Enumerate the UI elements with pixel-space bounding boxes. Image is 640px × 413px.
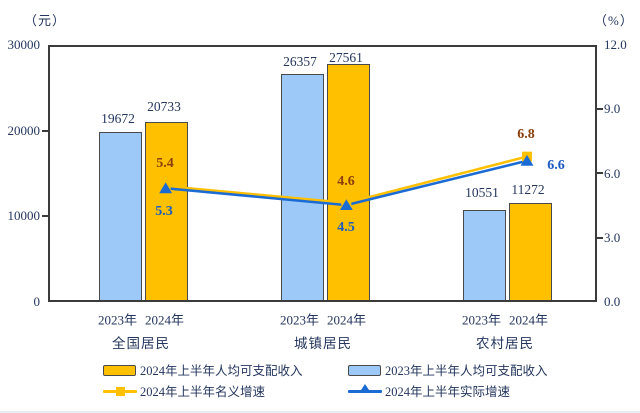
right-axis-unit: （%） — [594, 13, 634, 28]
year-labels-urban: 2023年 2024年 — [276, 310, 370, 329]
left-tick-mark-10000 — [42, 215, 48, 217]
bar-2023-urban — [281, 74, 324, 300]
legend-square-marker-icon — [116, 387, 125, 396]
right-tick-9: 9.0 — [604, 101, 621, 116]
right-tick-6: 6.0 — [604, 166, 621, 181]
left-tick-20000: 20000 — [7, 123, 41, 138]
legend-label-real-growth: 2024年上半年实际增速 — [385, 385, 511, 399]
legend-label-income-2024: 2024年上半年人均可支配收入 — [140, 364, 303, 378]
year-2023-label: 2023年 — [461, 312, 501, 328]
legend-label-income-2023: 2023年上半年人均可支配收入 — [385, 364, 548, 378]
nominal-rate-urban: 4.6 — [337, 174, 355, 189]
category-label-national: 全国居民 — [112, 336, 170, 351]
triangle-marker-national — [159, 182, 173, 194]
value-label-2024-rural: 11272 — [511, 182, 545, 197]
value-label-2023-national: 19672 — [101, 111, 135, 126]
bar-2023-national — [99, 132, 142, 300]
legend-swatch-income-2024 — [103, 365, 136, 376]
year-labels-national: 2023年 2024年 — [94, 310, 188, 329]
category-label-rural: 农村居民 — [476, 336, 534, 351]
right-tick-mark-9 — [597, 108, 603, 110]
year-2024-label: 2024年 — [509, 312, 549, 328]
real-rate-rural: 6.6 — [547, 158, 565, 173]
bar-2024-rural — [509, 203, 552, 300]
right-tick-mark-6 — [597, 172, 603, 174]
bottom-divider — [0, 411, 640, 413]
bar-2023-rural — [463, 210, 506, 300]
right-tick-0: 0.0 — [604, 294, 621, 309]
nominal-rate-rural: 6.8 — [517, 127, 535, 142]
right-tick-3: 3.0 — [604, 230, 621, 245]
left-tick-mark-20000 — [42, 130, 48, 132]
bar-2024-national — [145, 122, 188, 300]
value-label-2024-urban: 27561 — [329, 50, 363, 65]
right-tick-mark-3 — [597, 237, 603, 239]
nominal-rate-national: 5.4 — [156, 156, 174, 171]
left-tick-10000: 10000 — [7, 208, 41, 223]
triangle-marker-urban — [339, 199, 353, 211]
value-label-2023-rural: 10551 — [465, 185, 499, 200]
year-2024-label: 2024年 — [327, 312, 367, 328]
value-label-2023-urban: 26357 — [283, 54, 317, 69]
legend-label-nominal-growth: 2024年上半年名义增速 — [140, 385, 266, 399]
bar-2024-urban — [327, 64, 370, 300]
triangle-marker-rural — [520, 154, 534, 166]
left-tick-0: 0 — [33, 294, 41, 309]
left-tick-30000: 30000 — [7, 37, 41, 52]
value-label-2024-national: 20733 — [147, 99, 181, 114]
real-rate-national: 5.3 — [155, 204, 173, 219]
category-label-urban: 城镇居民 — [294, 336, 352, 351]
year-2023-label: 2023年 — [279, 312, 319, 328]
plot-area — [48, 45, 597, 302]
growth-lines — [159, 151, 534, 211]
year-labels-rural: 2023年 2024年 — [458, 310, 552, 329]
right-tick-12: 12.0 — [604, 37, 627, 52]
legend-triangle-marker-icon — [359, 384, 371, 393]
legend-swatch-income-2023 — [348, 365, 381, 376]
real-rate-urban: 4.5 — [337, 220, 355, 235]
year-2024-label: 2024年 — [145, 312, 185, 328]
year-2023-label: 2023年 — [97, 312, 137, 328]
left-axis-unit: （元） — [24, 13, 67, 28]
